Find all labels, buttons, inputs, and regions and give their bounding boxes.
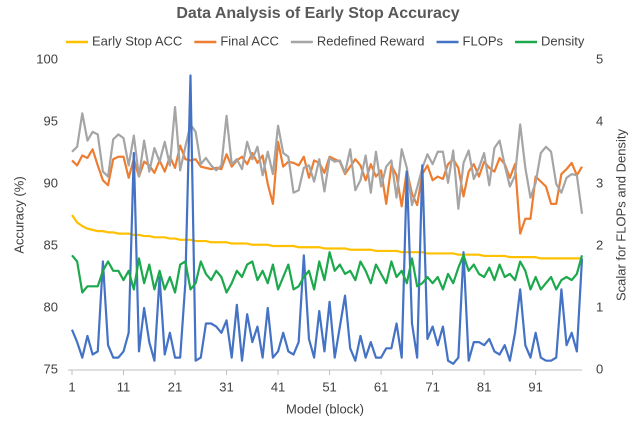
y2-tick-label: 1: [596, 299, 603, 314]
legend-label: FLOPs: [463, 33, 504, 48]
x-tick-label: 21: [168, 379, 182, 394]
x-tick-label: 41: [271, 379, 285, 394]
series-line: [71, 106, 584, 214]
y-tick-label: 80: [44, 299, 58, 314]
x-tick-label: 91: [528, 379, 542, 394]
y2-tick-label: 2: [596, 237, 603, 252]
x-axis-label: Model (block): [286, 401, 364, 416]
y-tick-label: 100: [36, 51, 58, 66]
series-line: [70, 74, 584, 365]
y-tick-label: 75: [44, 361, 58, 376]
y2-tick-label: 5: [596, 51, 603, 66]
x-tick-label: 71: [425, 379, 439, 394]
series-line: [71, 251, 584, 294]
x-tick-label: 11: [117, 379, 131, 394]
y-tick-label: 95: [44, 113, 58, 128]
chart-title: Data Analysis of Early Stop Accuracy: [176, 5, 459, 22]
series-line: [71, 214, 582, 260]
x-tick-label: 81: [477, 379, 491, 394]
y2-axis-label: Scalar for FLOPs and Density: [613, 129, 628, 301]
y-tick-label: 85: [44, 237, 58, 252]
y-tick-label: 90: [44, 175, 58, 190]
y2-tick-label: 3: [596, 175, 603, 190]
legend-label: Redefined Reward: [317, 33, 425, 48]
x-tick-label: 1: [68, 379, 75, 394]
y2-tick-label: 0: [596, 361, 603, 376]
y-axis-label: Accuracy (%): [11, 176, 26, 253]
x-tick-label: 31: [219, 379, 233, 394]
legend-label: Early Stop ACC: [92, 33, 182, 48]
legend-label: Density: [541, 33, 585, 48]
legend-label: Final ACC: [220, 33, 279, 48]
y2-tick-label: 4: [596, 113, 603, 128]
x-tick-label: 51: [322, 379, 336, 394]
x-tick-label: 61: [374, 379, 388, 394]
series-line: [71, 140, 583, 235]
